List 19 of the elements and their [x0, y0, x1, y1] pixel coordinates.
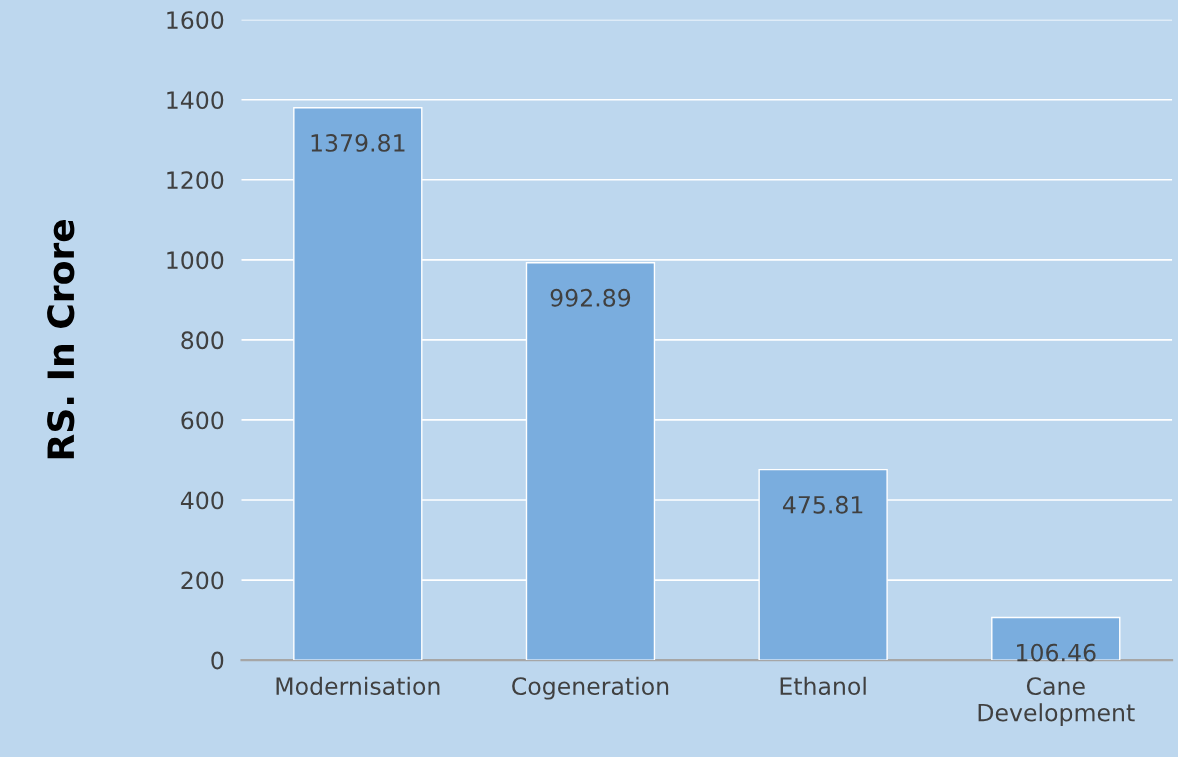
x-tick-label: Modernisation [276, 676, 440, 696]
x-tick-label: Ethanol [780, 676, 866, 696]
y-tick-label: 600 [181, 411, 224, 430]
y-tick-label: 1000 [167, 251, 224, 270]
y-tick-label: 200 [181, 571, 224, 590]
y-tick-label: 0 [211, 651, 224, 670]
y-tick-label: 1200 [167, 171, 224, 190]
data-label: 1379.81 [311, 133, 405, 152]
y-tick-label: 400 [180, 491, 224, 510]
y-tick-label: 1600 [167, 11, 224, 29]
bar [991, 616, 1121, 661]
x-tick-label: Cane Development [978, 677, 1135, 727]
data-label: 475.81 [782, 495, 863, 514]
y-axis-title: RS. In Crore [47, 220, 75, 459]
y-tick-label: 1400 [167, 91, 224, 110]
data-label: 992.89 [550, 288, 631, 307]
y-tick-label: 800 [181, 331, 224, 350]
data-label: 106.46 [1017, 643, 1096, 662]
x-tick-label: Cogeneration [512, 676, 669, 700]
